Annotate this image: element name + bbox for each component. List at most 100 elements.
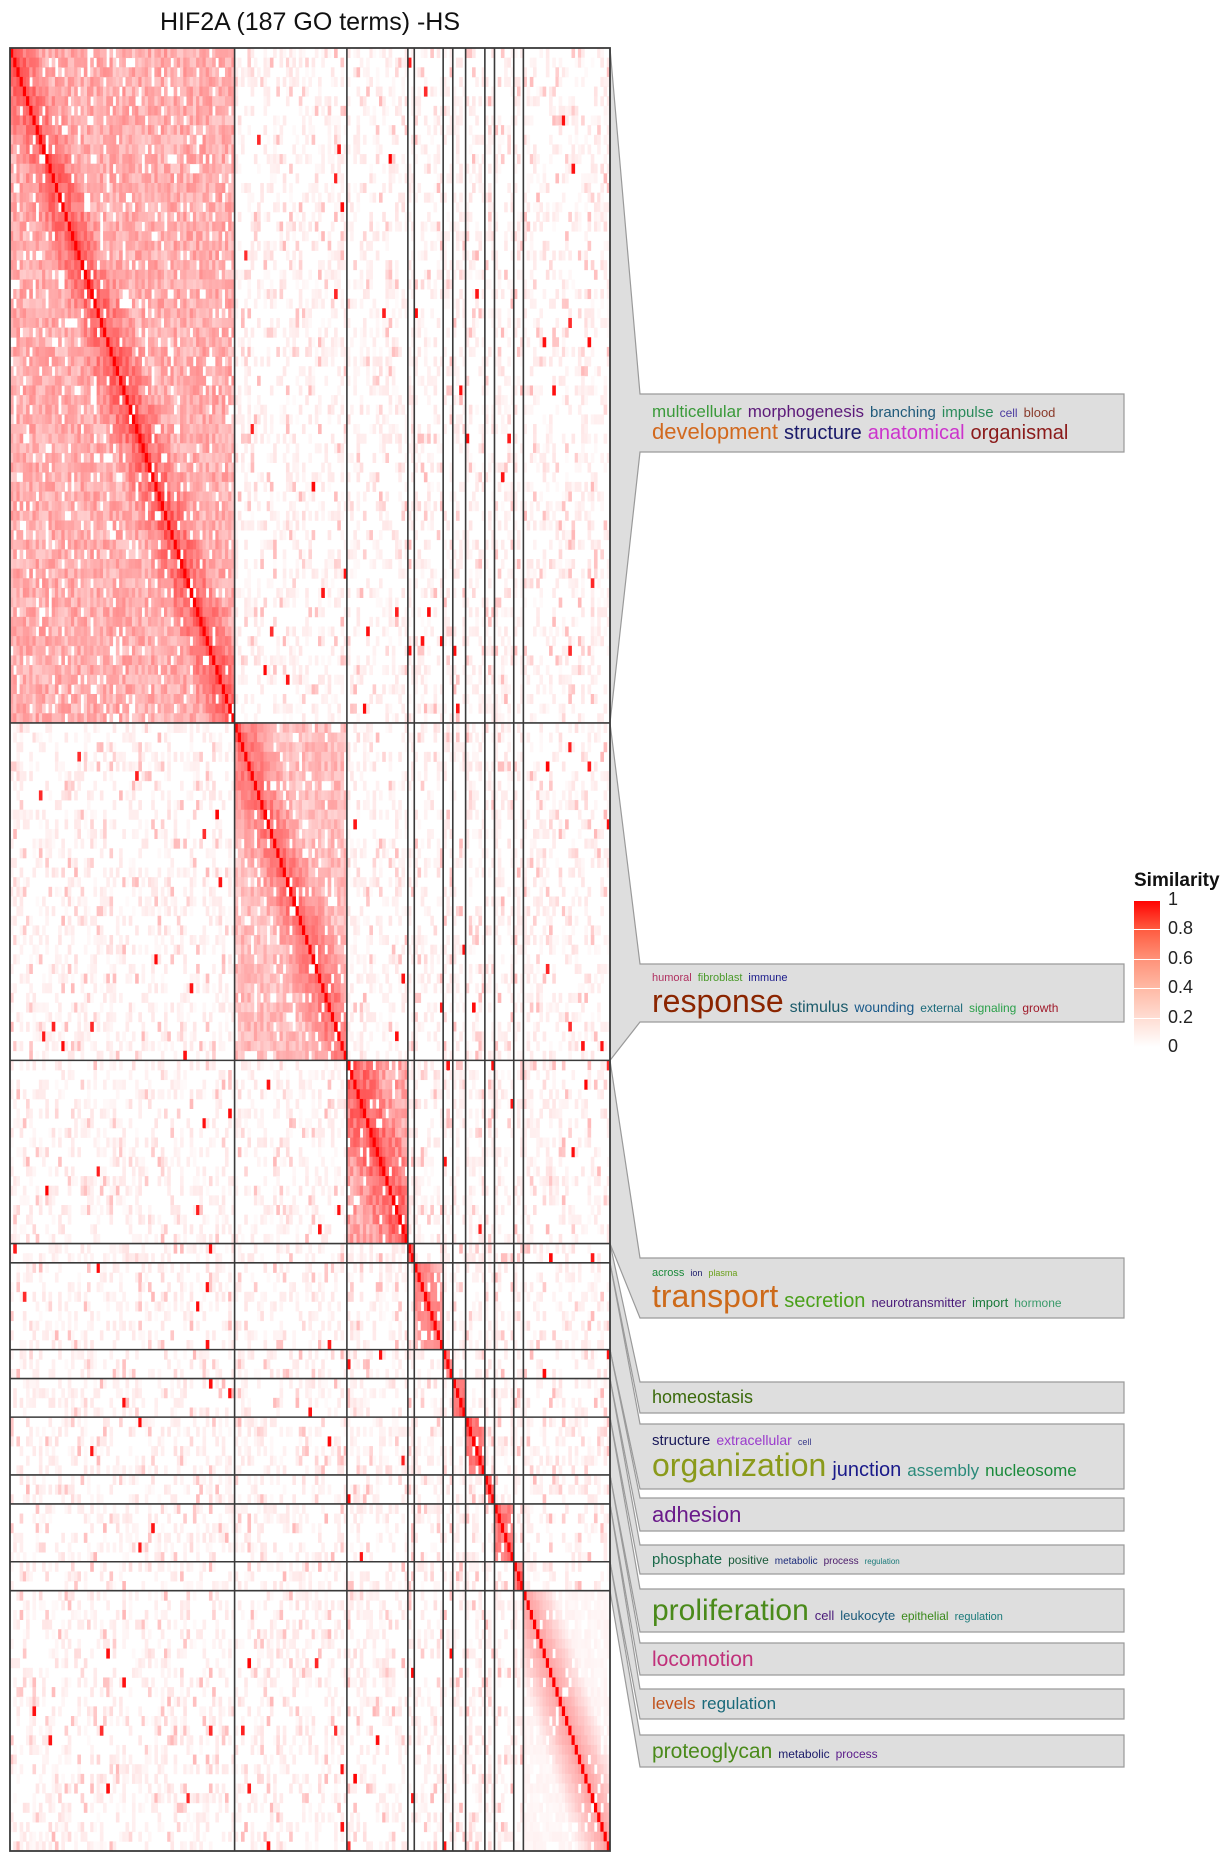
heatmap-cell: [385, 318, 389, 328]
heatmap-cell: [504, 492, 508, 502]
heatmap-cell: [604, 106, 608, 116]
heatmap-cell: [206, 58, 210, 68]
heatmap-cell: [353, 144, 357, 154]
heatmap-cell: [424, 357, 428, 367]
heatmap-cell: [39, 405, 43, 415]
heatmap-cell: [555, 67, 559, 77]
heatmap-cell: [562, 299, 566, 309]
heatmap-cell: [32, 250, 36, 260]
heatmap-cell: [58, 443, 62, 453]
heatmap-cell: [379, 87, 383, 97]
heatmap-cell: [353, 135, 357, 145]
heatmap-cell: [16, 357, 20, 367]
heatmap-cell: [206, 337, 210, 347]
heatmap-cell: [244, 376, 248, 386]
heatmap-cell: [148, 77, 152, 87]
heatmap-cell: [215, 154, 219, 164]
heatmap-cell: [536, 501, 540, 511]
heatmap-cell: [138, 482, 142, 492]
heatmap-cell: [559, 357, 563, 367]
heatmap-cell: [193, 492, 197, 502]
heatmap-cell: [247, 492, 251, 502]
heatmap-cell: [126, 96, 130, 106]
heatmap-cell: [382, 164, 386, 174]
heatmap-cell: [280, 279, 284, 289]
heatmap-cell: [280, 270, 284, 280]
heatmap-cell: [20, 125, 24, 135]
heatmap-cell: [392, 96, 396, 106]
heatmap-cell: [42, 77, 46, 87]
heatmap-cell: [32, 318, 36, 328]
heatmap-cell: [584, 67, 588, 77]
heatmap-cell: [270, 453, 274, 463]
heatmap-cell: [292, 202, 296, 212]
heatmap-cell: [543, 173, 547, 183]
heatmap-cell: [565, 106, 569, 116]
heatmap-cell: [52, 405, 56, 415]
heatmap-cell: [209, 337, 213, 347]
heatmap-cell: [167, 183, 171, 193]
heatmap-cell: [539, 87, 543, 97]
heatmap-cell: [100, 270, 104, 280]
heatmap-cell: [318, 328, 322, 338]
heatmap-cell: [382, 453, 386, 463]
heatmap-cell: [363, 154, 367, 164]
heatmap-cell: [45, 308, 49, 318]
heatmap-cell: [177, 212, 181, 222]
heatmap-cell: [331, 337, 335, 347]
heatmap-cell: [430, 87, 434, 97]
heatmap-cell: [604, 260, 608, 270]
heatmap-cell: [61, 231, 65, 241]
heatmap-cell: [225, 328, 229, 338]
heatmap-cell: [273, 48, 277, 58]
heatmap-cell: [16, 125, 20, 135]
heatmap-cell: [581, 424, 585, 434]
heatmap-cell: [135, 222, 139, 232]
heatmap-cell: [71, 366, 75, 376]
heatmap-cell: [280, 125, 284, 135]
heatmap-cell: [565, 154, 569, 164]
heatmap-cell: [116, 318, 120, 328]
heatmap-cell: [196, 289, 200, 299]
heatmap-cell: [263, 125, 267, 135]
heatmap-cell: [183, 453, 187, 463]
heatmap-cell: [203, 434, 207, 444]
heatmap-cell: [26, 318, 30, 328]
heatmap-cell: [289, 87, 293, 97]
heatmap-cell: [138, 231, 142, 241]
heatmap-cell: [395, 337, 399, 347]
heatmap-cell: [389, 289, 393, 299]
heatmap-cell: [23, 385, 27, 395]
heatmap-cell: [305, 318, 309, 328]
heatmap-cell: [161, 270, 165, 280]
heatmap-cell: [145, 472, 149, 482]
heatmap-cell: [424, 193, 428, 203]
heatmap-cell: [475, 115, 479, 125]
heatmap-cell: [170, 164, 174, 174]
heatmap-cell: [177, 308, 181, 318]
heatmap-cell: [501, 472, 505, 482]
heatmap-cell: [533, 385, 537, 395]
heatmap-cell: [366, 289, 370, 299]
heatmap-cell: [501, 501, 505, 511]
heatmap-cell: [366, 279, 370, 289]
heatmap-cell: [581, 453, 585, 463]
heatmap-cell: [190, 77, 194, 87]
heatmap-cell: [331, 299, 335, 309]
heatmap-cell: [578, 144, 582, 154]
heatmap-cell: [193, 482, 197, 492]
heatmap-cell: [84, 318, 88, 328]
heatmap-cell: [594, 434, 598, 444]
heatmap-cell: [122, 135, 126, 145]
heatmap-cell: [360, 183, 364, 193]
heatmap-cell: [113, 289, 117, 299]
heatmap-cell: [296, 77, 300, 87]
heatmap-cell: [222, 183, 226, 193]
heatmap-cell: [183, 472, 187, 482]
heatmap-cell: [116, 424, 120, 434]
heatmap-cell: [334, 77, 338, 87]
heatmap-cell: [32, 87, 36, 97]
heatmap-cell: [373, 231, 377, 241]
heatmap-cell: [138, 125, 142, 135]
heatmap-cell: [594, 164, 598, 174]
